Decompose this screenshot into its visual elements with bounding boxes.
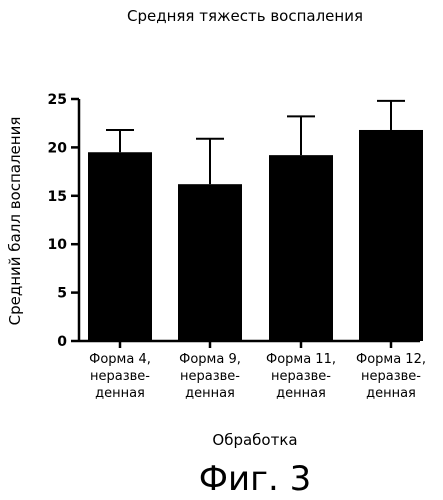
bar [88,152,152,341]
y-tick-label: 0 [57,334,67,350]
figure-caption: Фиг. 3 [199,459,311,499]
y-tick-label: 10 [48,237,68,253]
bar [359,130,423,341]
y-tick-label: 25 [48,92,67,108]
x-tick-label: Форма 9,неразве-денная [179,352,241,401]
y-tick-label: 5 [57,286,67,302]
plot-area: 0 5 10 15 20 25 Форма 4,неразве-денная Форма 9,… [48,92,426,401]
bar [269,155,333,341]
x-axis-label: Обработка [212,431,297,449]
bar [178,184,242,341]
y-tick-label: 15 [48,189,67,205]
y-axis-label: Средний балл воспаления [6,117,24,326]
x-tick-label: Форма 11,неразве-денная [266,352,336,401]
x-tick-label: Форма 4,неразве-денная [89,352,151,401]
x-tick-label: Форма 12,неразве-денная [356,352,426,401]
y-tick-label: 20 [48,140,68,156]
chart-title: Средняя тяжесть воспаления [127,7,363,25]
